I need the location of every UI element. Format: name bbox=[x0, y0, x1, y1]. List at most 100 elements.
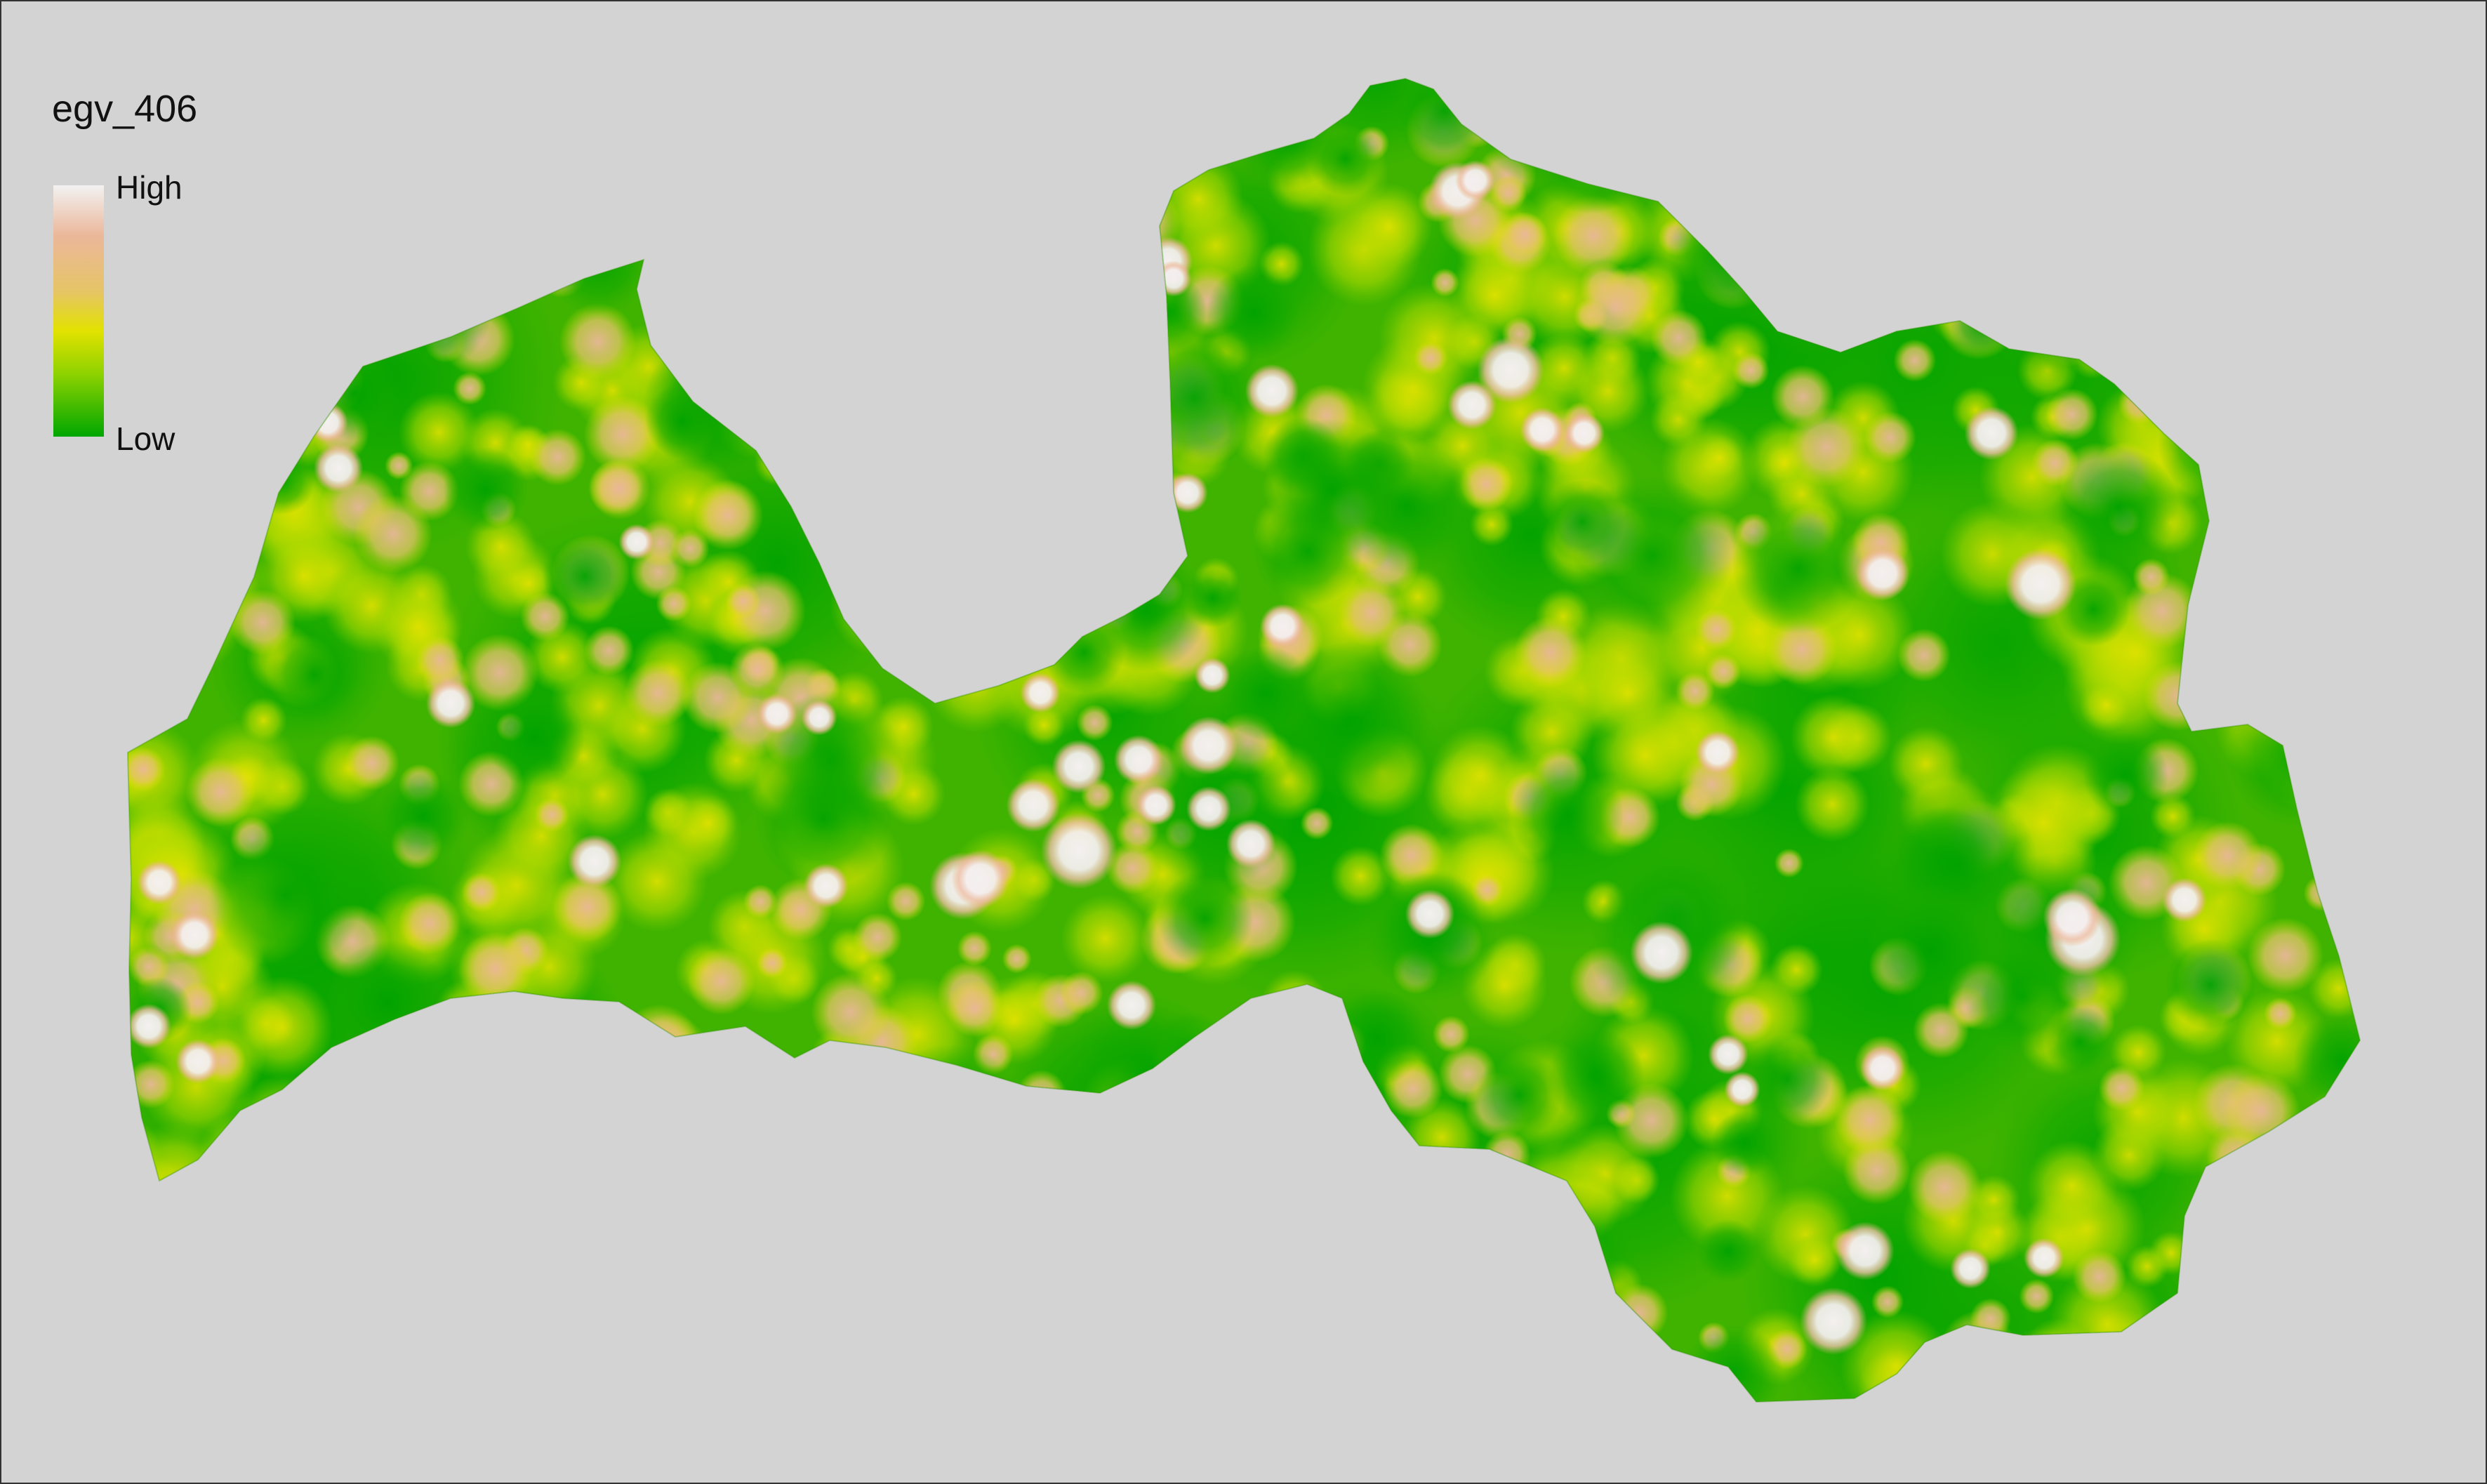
raster-blob bbox=[1179, 716, 1238, 775]
raster-blob bbox=[1174, 1107, 1226, 1158]
raster-blob bbox=[932, 1282, 995, 1344]
raster-blob bbox=[689, 336, 747, 394]
raster-blob bbox=[858, 490, 909, 541]
raster-blob bbox=[804, 863, 849, 908]
raster-blob bbox=[440, 1312, 541, 1402]
raster-blob bbox=[380, 88, 476, 183]
raster-blob bbox=[995, 254, 1074, 333]
raster-blob bbox=[2193, 821, 2262, 890]
raster-blob bbox=[875, 613, 946, 683]
raster-blob bbox=[806, 242, 856, 292]
raster-blob bbox=[2189, 80, 2267, 157]
raster-blob bbox=[348, 1268, 421, 1340]
raster-blob bbox=[1501, 211, 1548, 258]
raster-blob bbox=[1489, 1184, 1643, 1337]
raster-blob bbox=[1723, 993, 1773, 1044]
raster-blob bbox=[2024, 1238, 2064, 1278]
raster-blob bbox=[922, 1137, 984, 1198]
raster-blob bbox=[326, 940, 451, 1064]
raster-blob bbox=[343, 1310, 457, 1402]
raster-blob bbox=[951, 849, 1010, 908]
raster-blob bbox=[672, 1266, 706, 1300]
raster-blob bbox=[579, 1260, 610, 1290]
raster-blob bbox=[1205, 1359, 1240, 1393]
raster-blob bbox=[785, 388, 880, 484]
raster-blob bbox=[1544, 1316, 1601, 1374]
raster-blob bbox=[166, 1293, 216, 1343]
raster-blob bbox=[729, 642, 785, 698]
raster-blob bbox=[893, 1344, 961, 1402]
raster-blob bbox=[2253, 273, 2329, 349]
raster-blob bbox=[2219, 1259, 2276, 1316]
raster-blob bbox=[1325, 1115, 1407, 1197]
raster-blob bbox=[1022, 703, 1066, 747]
raster-blob bbox=[756, 947, 788, 979]
raster-blob bbox=[1806, 221, 1892, 307]
raster-blob bbox=[1514, 616, 1587, 689]
raster-blob bbox=[1664, 88, 1744, 168]
raster-blob bbox=[374, 179, 450, 255]
raster-blob bbox=[801, 699, 837, 736]
raster-blob bbox=[2328, 253, 2360, 302]
raster-blob bbox=[448, 1014, 501, 1067]
raster-blob bbox=[985, 1240, 1076, 1330]
raster-blob bbox=[976, 1224, 1038, 1285]
raster-blob bbox=[442, 1256, 538, 1352]
raster-blob bbox=[687, 947, 755, 1016]
raster-blob bbox=[1339, 1241, 1385, 1287]
raster-blob bbox=[175, 1039, 220, 1084]
raster-blob bbox=[755, 1088, 798, 1132]
raster-blob bbox=[1739, 218, 1878, 357]
raster-blob bbox=[1964, 406, 2019, 461]
raster-blob bbox=[1800, 1287, 1867, 1355]
raster-blob bbox=[1334, 1345, 1407, 1402]
raster-blob bbox=[816, 1273, 885, 1342]
raster-blob bbox=[237, 1214, 351, 1328]
legend-title: egv_406 bbox=[52, 88, 198, 130]
raster-blob bbox=[534, 797, 569, 833]
raster-blob bbox=[132, 206, 176, 250]
raster-blob bbox=[889, 79, 925, 112]
raster-blob bbox=[2260, 183, 2349, 272]
raster-blob bbox=[137, 860, 182, 905]
raster-blob bbox=[2098, 124, 2149, 175]
raster-blob bbox=[2272, 1364, 2352, 1402]
raster-blob bbox=[1076, 475, 1122, 521]
raster-blob bbox=[425, 678, 476, 729]
raster-blob bbox=[1153, 1247, 1183, 1277]
raster-blob bbox=[1203, 1303, 1263, 1362]
raster-blob bbox=[913, 585, 1011, 684]
raster-blob bbox=[1079, 79, 1182, 168]
raster-blob bbox=[1727, 79, 1789, 106]
raster-blob bbox=[545, 215, 588, 257]
raster-blob bbox=[1003, 1318, 1082, 1396]
raster-blob bbox=[611, 1286, 710, 1385]
raster-blob bbox=[694, 251, 797, 355]
raster-blob bbox=[517, 79, 581, 114]
raster-blob bbox=[967, 159, 1047, 239]
raster-blob bbox=[1732, 503, 1864, 635]
raster-blob bbox=[413, 1032, 473, 1092]
raster-blob bbox=[1002, 943, 1032, 974]
raster-blob bbox=[2178, 253, 2246, 320]
raster-blob bbox=[429, 138, 519, 228]
raster-blob bbox=[2212, 607, 2247, 642]
raster-blob bbox=[1085, 272, 1118, 305]
raster-blob bbox=[1339, 1328, 1410, 1398]
raster-blob bbox=[2335, 1165, 2360, 1202]
raster-blob bbox=[917, 1156, 985, 1224]
raster-blob bbox=[1261, 969, 1328, 1037]
raster-blob bbox=[1878, 198, 1974, 294]
raster-blob bbox=[2045, 388, 2098, 441]
raster-blob bbox=[576, 1282, 619, 1325]
raster-blob bbox=[291, 79, 367, 126]
raster-blob bbox=[1897, 628, 1951, 682]
raster-blob bbox=[2194, 408, 2257, 470]
raster-blob bbox=[2215, 1338, 2335, 1402]
raster-blob bbox=[358, 256, 393, 291]
raster-blob bbox=[1069, 486, 1188, 606]
raster-blob bbox=[873, 564, 978, 668]
raster-blob bbox=[2275, 214, 2304, 243]
raster-blob bbox=[757, 694, 797, 734]
raster-blob bbox=[869, 1071, 941, 1143]
